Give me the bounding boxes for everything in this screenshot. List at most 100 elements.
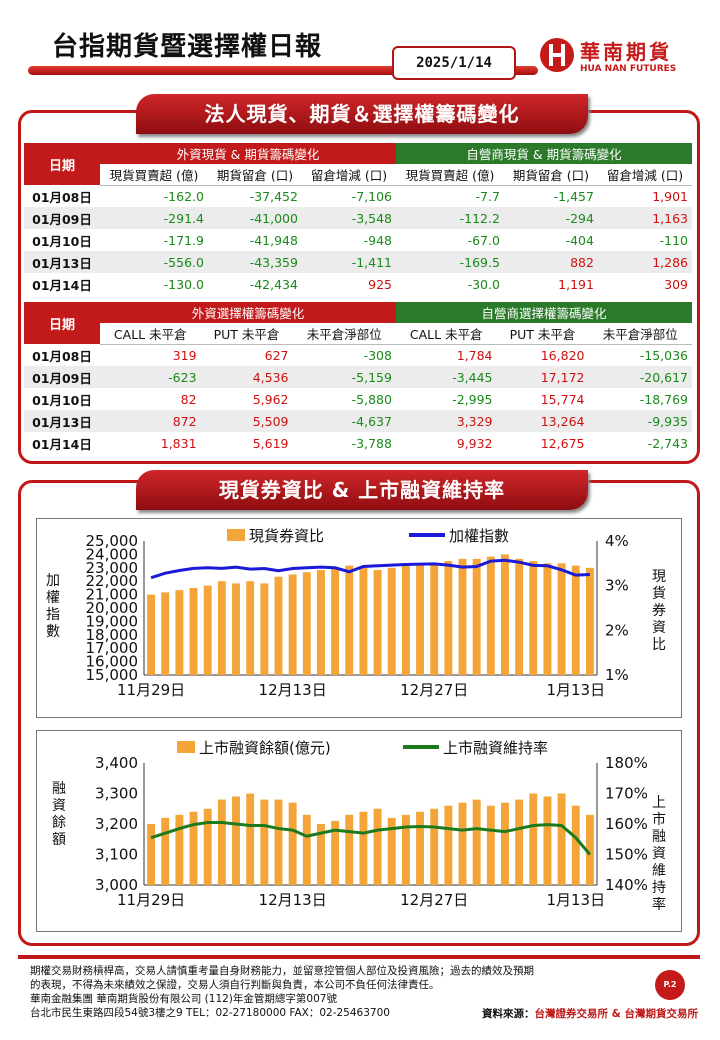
legend-bar-swatch <box>227 529 245 541</box>
row-date: 01月10日 <box>32 233 92 249</box>
table-cell: -42,434 <box>249 276 298 292</box>
table-cell: 82 <box>180 391 197 407</box>
report-date: 2025/1/14 <box>392 46 516 80</box>
table-cell: 1,286 <box>597 251 692 273</box>
bar <box>458 558 467 675</box>
left-tick-label: 3,000 <box>95 876 138 894</box>
right-axis-label: 資 <box>652 846 666 862</box>
table-cell: -291.4 <box>100 207 208 229</box>
table-cell: 15,774 <box>540 391 585 407</box>
table-cell: -171.9 <box>163 232 204 248</box>
right-axis-label: 持 <box>652 880 666 896</box>
bar <box>316 824 325 885</box>
table-cell: -4,637 <box>292 410 396 432</box>
table-row: 01月09日 -291.4 -41,000 -3,548 -112.2 -294 1,163 <box>24 207 692 229</box>
bar <box>458 802 467 885</box>
bar <box>331 567 340 675</box>
bar <box>501 554 509 675</box>
right-axis-label: 上 <box>652 795 666 811</box>
bar <box>557 793 566 885</box>
right-axis-label: 資 <box>652 620 666 636</box>
table-cell: 882 <box>503 251 598 273</box>
right-axis-label: 率 <box>652 896 666 913</box>
bar <box>515 558 524 675</box>
bar <box>472 558 481 675</box>
options-table: 日期 外資選擇權籌碼變化 自營商選擇權籌碼變化 CALL 未平倉 PUT 未平倉未… <box>24 302 692 454</box>
bar <box>175 814 184 885</box>
bar <box>472 799 481 885</box>
table-cell: -3,788 <box>351 435 392 451</box>
bar <box>316 570 325 675</box>
row-date: 01月13日 <box>24 410 100 432</box>
bar <box>175 590 184 675</box>
table1-col-header: 現貨買賣超 (億) <box>100 164 208 186</box>
logo-name-en: HUA NAN FUTURES <box>580 64 677 74</box>
left-tick-label: 3,400 <box>95 754 138 772</box>
table-cell: -404 <box>565 232 594 248</box>
bar <box>232 796 240 885</box>
right-tick-label: 2% <box>605 621 629 639</box>
table-cell: -162.0 <box>163 188 204 204</box>
table-cell: -2,743 <box>647 435 688 451</box>
table-cell: 9,932 <box>456 435 493 451</box>
bar <box>529 793 538 885</box>
bar <box>161 592 170 675</box>
table-cell: 627 <box>264 347 289 363</box>
row-date: 01月08日 <box>32 348 92 364</box>
left-tick-label: 3,100 <box>95 846 138 864</box>
legend-label: 加權指數 <box>449 527 509 545</box>
bar <box>331 820 340 885</box>
table-cell: 16,820 <box>540 347 585 363</box>
left-axis-label: 加 <box>46 573 60 589</box>
bar <box>147 594 156 675</box>
table-cell: -5,159 <box>292 366 396 388</box>
x-tick-label: 11月29日 <box>117 891 185 909</box>
bar <box>373 808 382 885</box>
table2-col-header: CALL 未平倉 <box>395 323 497 345</box>
company-logo: 華南期貨 HUA NAN FUTURES <box>540 36 690 80</box>
table-cell: -37,452 <box>249 188 298 204</box>
foreign-options-group-header: 外資選擇權籌碼變化 <box>100 302 396 323</box>
table2-col-header: CALL 未平倉 <box>100 323 201 345</box>
table-row: 01月10日 -171.9 -41,948 -948 -67.0 -404 -110 <box>24 229 692 251</box>
left-axis-label: 指 <box>46 607 60 623</box>
right-tick-label: 170% <box>605 785 648 803</box>
left-axis-label: 餘 <box>52 814 66 831</box>
left-tick-label: 22,000 <box>86 572 139 590</box>
dealer-options-group-header: 自營商選擇權籌碼變化 <box>395 302 692 323</box>
table-cell: -110 <box>659 232 688 248</box>
bar <box>387 817 396 885</box>
bar <box>401 565 410 675</box>
table-cell: -2,995 <box>452 391 493 407</box>
bar <box>416 563 425 675</box>
bar <box>246 793 255 885</box>
logo-mark-icon <box>540 38 574 72</box>
left-axis-label: 數 <box>46 624 60 640</box>
table-cell: 13,264 <box>496 410 589 432</box>
right-axis-label: 融 <box>652 829 666 845</box>
bar <box>232 583 240 675</box>
logo-name-cn: 華南期貨 <box>580 40 672 64</box>
bar <box>302 572 311 675</box>
section-banner-ratio: 現貨券資比 & 上市融資維持率 <box>136 470 588 510</box>
x-tick-label: 1月13日 <box>546 681 605 699</box>
bar <box>486 805 495 885</box>
bar <box>274 799 283 885</box>
date-header: 日期 <box>24 143 100 185</box>
table-cell: 5,962 <box>252 391 289 407</box>
x-tick-label: 11月29日 <box>117 681 185 699</box>
table-row: 01月14日 -130.0 -42,434 925 -30.0 1,191 309 <box>24 273 692 295</box>
table-cell: -3,548 <box>301 207 396 229</box>
right-tick-label: 3% <box>605 577 629 595</box>
report-title: 台指期貨暨選擇權日報 <box>52 32 323 62</box>
bar <box>359 811 368 885</box>
legend-label: 現貨券資比 <box>249 527 324 545</box>
table-cell: 309 <box>664 276 688 292</box>
short-margin-ratio-chart: 15,000 16,000 17,000 18,000 19,000 20,000 21,0… <box>36 518 682 718</box>
bar <box>246 581 255 675</box>
table-cell: 1,163 <box>597 207 692 229</box>
table-cell: -67.0 <box>467 232 500 248</box>
table-row: 01月13日 872 5,509 -4,637 3,329 13,264 -9,935 <box>24 410 692 432</box>
bar <box>543 796 552 885</box>
left-tick-label: 18,000 <box>86 626 139 644</box>
